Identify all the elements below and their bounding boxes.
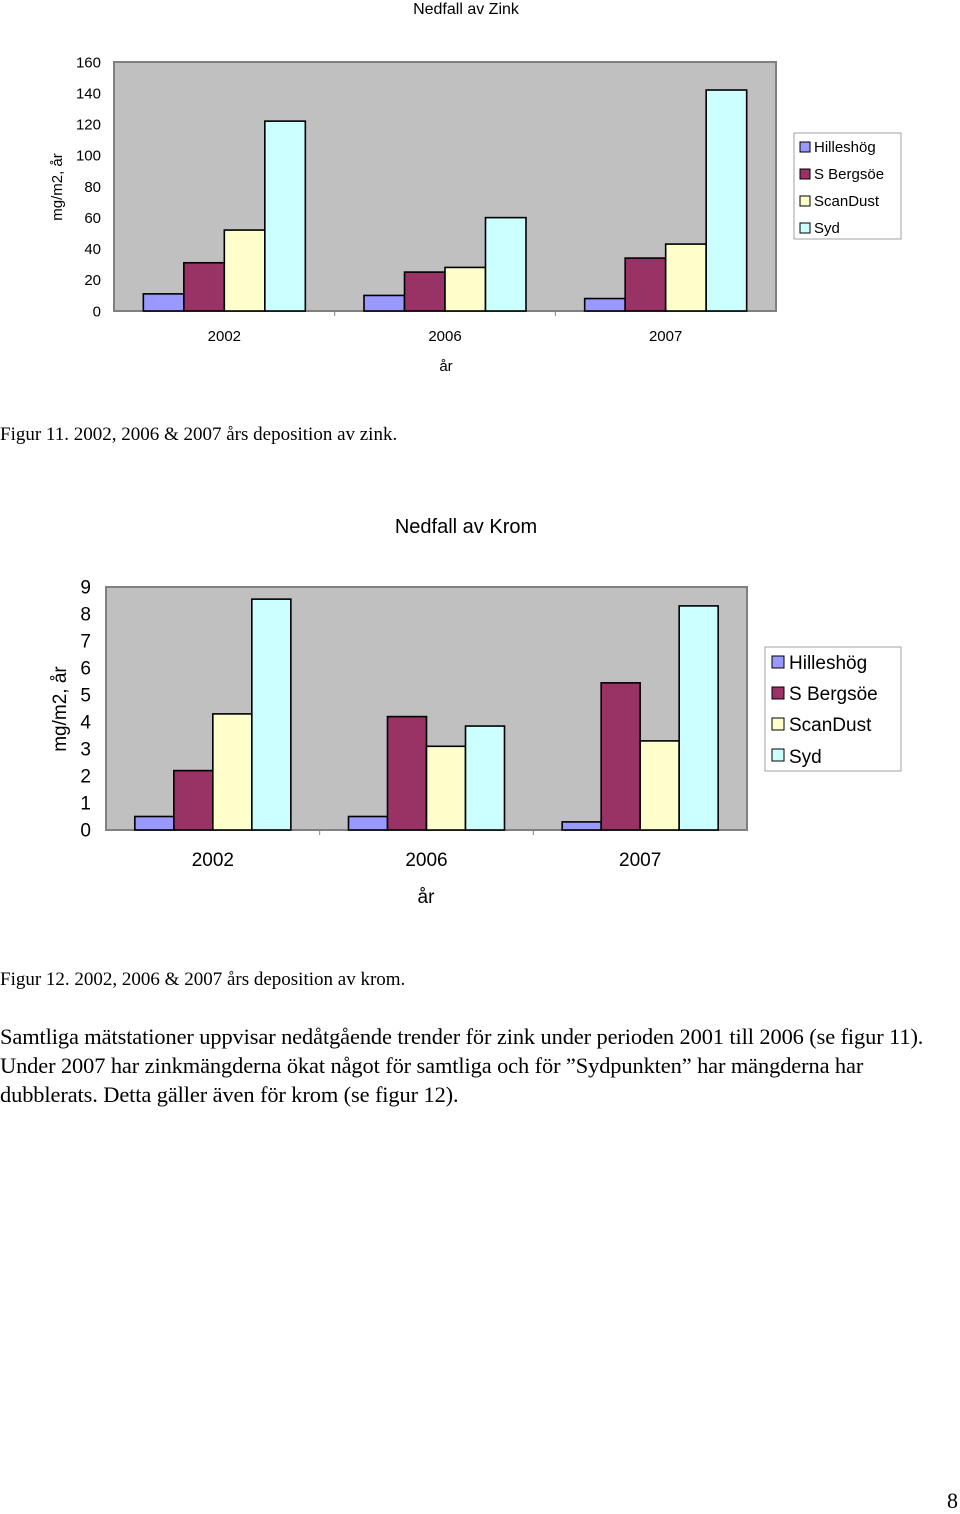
x-tick-label: 2006	[428, 328, 461, 345]
bar	[583, 297, 626, 312]
bar	[173, 769, 214, 831]
y-tick-label: 7	[80, 632, 91, 653]
legend-swatch-scandust	[799, 195, 811, 207]
y-tick-label: 100	[76, 148, 101, 165]
chart-title: Nedfall av Krom	[395, 516, 537, 538]
y-tick-label: 1	[80, 794, 91, 815]
bar	[464, 725, 506, 831]
legend-swatch-s-bergsoe	[799, 168, 811, 180]
bar	[678, 605, 719, 831]
chart-title: Nedfall av Zink	[413, 1, 520, 18]
y-tick-label: 60	[84, 210, 101, 227]
figure-12-caption: Figur 12. 2002, 2006 & 2007 års depositi…	[0, 969, 406, 990]
legend-label-hilleshog: Hilleshög	[789, 653, 867, 674]
y-tick-label: 20	[84, 272, 101, 289]
legend-swatch-syd	[771, 748, 785, 762]
y-tick-label: 0	[93, 303, 101, 320]
body-paragraph: Samtliga mätstationer uppvisar nedåtgåen…	[0, 1024, 924, 1107]
y-tick-label: 160	[76, 54, 101, 71]
bar	[444, 266, 487, 312]
bar	[251, 598, 292, 831]
bar	[183, 261, 226, 312]
y-tick-label: 5	[80, 686, 91, 707]
y-tick-label: 9	[80, 578, 91, 599]
zinc-deposition-chart: Nedfall av Zink mg/m2, år år Hilleshög S…	[49, 1, 902, 375]
legend-label-s-bergsoe: S Bergsöe	[789, 684, 878, 705]
bar	[561, 821, 602, 831]
bar	[425, 745, 467, 831]
bar	[639, 740, 680, 831]
legend-label-s-bergsoe: S Bergsöe	[814, 166, 884, 183]
page-number: 8	[947, 1488, 958, 1513]
legend-label-scandust: ScanDust	[789, 715, 872, 736]
bar	[624, 257, 667, 312]
y-tick-label: 3	[80, 740, 91, 761]
y-axis-label: mg/m2, år	[50, 666, 71, 752]
x-tick-label: 2006	[405, 850, 447, 871]
x-tick-label: 2002	[208, 328, 241, 345]
plot-area	[105, 586, 748, 835]
legend-label-hilleshog: Hilleshög	[814, 139, 876, 156]
y-tick-label: 40	[84, 241, 101, 258]
x-tick-label: 2007	[649, 328, 682, 345]
plot-area	[113, 61, 777, 316]
y-tick-label: 6	[80, 659, 91, 680]
y-tick-label: 120	[76, 117, 101, 134]
figure-11-caption: Figur 11. 2002, 2006 & 2007 års depositi…	[0, 424, 398, 445]
bar	[134, 815, 175, 831]
legend: Hilleshög S Bergsöe ScanDust Syd	[793, 132, 902, 240]
legend-swatch-s-bergsoe	[771, 686, 785, 700]
legend-label-scandust: ScanDust	[814, 193, 880, 210]
x-tick-label: 2002	[192, 850, 234, 871]
bar	[212, 713, 253, 831]
y-axis-label: mg/m2, år	[49, 153, 66, 221]
bar	[142, 293, 185, 312]
x-tick-label: 2007	[619, 850, 661, 871]
legend-swatch-hilleshog	[771, 655, 785, 669]
bar	[705, 89, 748, 312]
bar	[363, 294, 406, 312]
bar	[347, 815, 389, 831]
legend-swatch-syd	[799, 222, 811, 234]
y-tick-label: 80	[84, 179, 101, 196]
bar	[664, 243, 707, 312]
chromium-deposition-chart: Nedfall av Krom mg/m2, år år Hilleshög S…	[50, 516, 902, 908]
bar	[484, 216, 527, 312]
bar	[264, 120, 307, 312]
legend-swatch-scandust	[771, 717, 785, 731]
bar	[600, 682, 641, 831]
y-tick-label: 0	[80, 821, 91, 842]
legend-label-syd: Syd	[814, 220, 840, 237]
bar	[403, 271, 446, 312]
y-tick-label: 140	[76, 85, 101, 102]
bar	[223, 229, 266, 312]
x-axis-label: år	[439, 358, 452, 375]
legend-swatch-hilleshog	[799, 141, 811, 153]
legend: Hilleshög S Bergsöe ScanDust Syd	[764, 646, 902, 772]
bar	[386, 715, 428, 831]
y-tick-label: 4	[80, 713, 91, 734]
y-tick-label: 2	[80, 767, 91, 788]
legend-label-syd: Syd	[789, 747, 822, 768]
x-axis-label: år	[418, 887, 436, 908]
y-tick-label: 8	[80, 605, 91, 626]
